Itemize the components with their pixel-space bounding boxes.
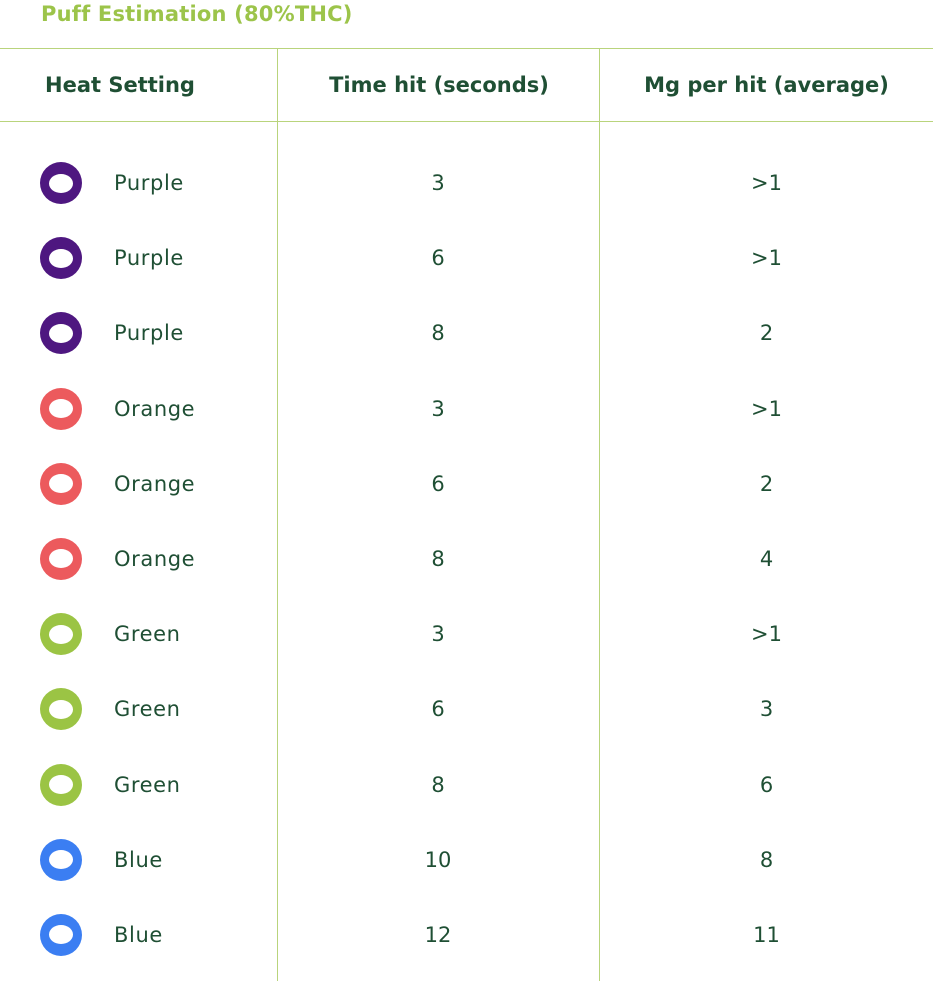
table-row: Purple 8 2 xyxy=(0,295,933,370)
mg-per-hit-cell: 3 xyxy=(759,697,774,722)
purple-ring-icon xyxy=(40,312,82,355)
table-row: Blue 12 11 xyxy=(0,897,933,972)
heat-setting-cell: Purple xyxy=(114,171,184,195)
green-ring-icon xyxy=(40,688,82,731)
column-divider-2 xyxy=(599,49,600,981)
header-mg-per-hit: Mg per hit (average) xyxy=(644,73,889,97)
table-row: Green 3 >1 xyxy=(0,596,933,671)
table-body: Purple 3 >1 Purple 6 >1 Purple 8 2 Orang… xyxy=(0,145,933,972)
mg-per-hit-cell: 2 xyxy=(759,471,774,496)
mg-per-hit-cell: >1 xyxy=(751,246,782,271)
orange-ring-icon xyxy=(40,537,82,580)
green-ring-icon xyxy=(40,763,82,806)
header-time-hit: Time hit (seconds) xyxy=(329,73,549,97)
heat-setting-cell: Blue xyxy=(114,847,163,872)
orange-ring-icon xyxy=(40,387,82,430)
header-top-rule xyxy=(0,48,933,49)
heat-setting-cell: Orange xyxy=(114,396,196,421)
table-row: Purple 6 >1 xyxy=(0,220,933,295)
time-hit-cell: 3 xyxy=(431,622,445,647)
time-hit-cell: 12 xyxy=(424,922,452,947)
mg-per-hit-cell: >1 xyxy=(751,396,782,421)
heat-setting-cell: Blue xyxy=(114,922,163,947)
time-hit-cell: 6 xyxy=(431,697,445,722)
purple-ring-icon xyxy=(40,237,82,280)
table-row: Purple 3 >1 xyxy=(0,145,933,220)
mg-per-hit-cell: >1 xyxy=(751,622,782,647)
table-row: Orange 3 >1 xyxy=(0,371,933,446)
mg-per-hit-cell: 8 xyxy=(759,847,774,872)
column-divider-1 xyxy=(277,49,278,981)
heat-setting-cell: Orange xyxy=(114,471,196,496)
mg-per-hit-cell: >1 xyxy=(751,171,782,195)
green-ring-icon xyxy=(40,613,82,656)
table-row: Green 8 6 xyxy=(0,747,933,822)
time-hit-cell: 8 xyxy=(431,772,445,797)
header-bottom-rule xyxy=(0,121,933,122)
table-title: Puff Estimation (80%THC) xyxy=(41,2,353,26)
time-hit-cell: 8 xyxy=(431,546,445,571)
time-hit-cell: 10 xyxy=(424,847,452,872)
time-hit-cell: 3 xyxy=(431,171,445,195)
heat-setting-cell: Green xyxy=(114,697,181,722)
heat-setting-cell: Orange xyxy=(114,546,196,571)
blue-ring-icon xyxy=(40,838,82,881)
table-row: Orange 6 2 xyxy=(0,446,933,521)
table-row: Orange 8 4 xyxy=(0,521,933,596)
heat-setting-cell: Green xyxy=(114,772,181,797)
heat-setting-cell: Green xyxy=(114,622,181,647)
table-row: Green 6 3 xyxy=(0,671,933,746)
table-row: Blue 10 8 xyxy=(0,822,933,897)
heat-setting-cell: Purple xyxy=(114,246,184,271)
header-heat-setting: Heat Setting xyxy=(45,73,195,97)
mg-per-hit-cell: 11 xyxy=(753,922,780,947)
time-hit-cell: 8 xyxy=(431,321,445,346)
purple-ring-icon xyxy=(40,162,82,204)
time-hit-cell: 6 xyxy=(431,471,445,496)
blue-ring-icon xyxy=(40,913,82,956)
mg-per-hit-cell: 6 xyxy=(759,772,774,797)
mg-per-hit-cell: 4 xyxy=(759,546,774,571)
time-hit-cell: 6 xyxy=(431,246,445,271)
mg-per-hit-cell: 2 xyxy=(759,321,774,346)
orange-ring-icon xyxy=(40,462,82,505)
heat-setting-cell: Purple xyxy=(114,321,184,346)
table-header: Heat Setting Time hit (seconds) Mg per h… xyxy=(0,49,933,121)
time-hit-cell: 3 xyxy=(431,396,445,421)
